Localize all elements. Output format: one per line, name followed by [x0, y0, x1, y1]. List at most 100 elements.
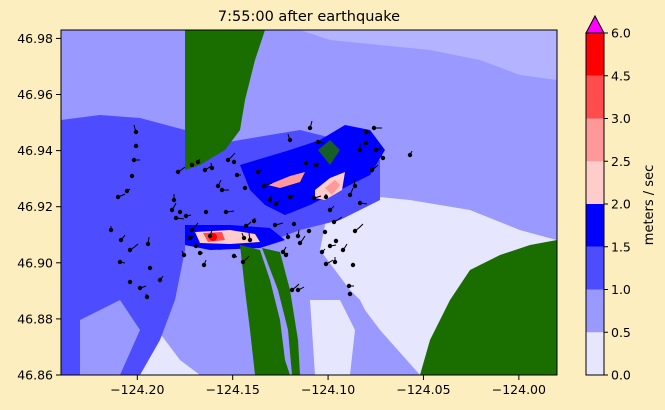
y-tick-label: 46.92 [17, 199, 53, 214]
y-tick-label: 46.86 [17, 368, 53, 383]
colorbar-tick-label: 1.0 [611, 282, 631, 297]
medium-speed-west [61, 115, 185, 375]
tracer-point [137, 285, 143, 291]
tracer-point [169, 207, 175, 213]
tracer-point [303, 160, 309, 166]
tracer-point [287, 194, 293, 200]
tracer-point [352, 183, 358, 189]
lightest-region-north [300, 30, 557, 80]
tracer-point [273, 201, 279, 207]
tracer-point [327, 207, 333, 213]
land-south-spit-b [262, 248, 300, 375]
colorbar-segment [586, 289, 604, 333]
tracer-point [157, 277, 163, 283]
tracer-point [327, 243, 333, 249]
tracer-point [371, 125, 377, 131]
tracer-point [297, 240, 303, 246]
land-east [420, 240, 557, 375]
y-axis: 46.86 46.88 46.90 46.92 46.94 46.96 46.98 [17, 31, 61, 383]
tracer-point [115, 194, 121, 200]
tracer-point [272, 222, 278, 228]
tracer-point [201, 262, 207, 268]
colorbar-tick-label: 6.0 [611, 26, 631, 41]
tracer-point [331, 219, 337, 225]
tracer-point [175, 169, 181, 175]
colorbar-tick-label: 2.5 [611, 154, 631, 169]
tracer-point [203, 209, 209, 215]
tracer-point [340, 247, 346, 253]
tracer-point [223, 209, 229, 215]
tracer-point [147, 265, 153, 271]
tracer-point [283, 252, 289, 258]
colorbar-segment [586, 75, 604, 119]
tracer-point [207, 233, 213, 239]
y-tick-label: 46.90 [17, 255, 53, 270]
tracer-point [307, 125, 313, 131]
tracer-point [193, 243, 199, 249]
hotspot-north [268, 172, 305, 188]
tracer-point [346, 283, 352, 289]
tracer-point [347, 192, 353, 198]
tracer-point [187, 235, 193, 241]
tracer-point [129, 173, 135, 179]
tracer-point [231, 253, 237, 259]
tracer-point [117, 259, 123, 265]
colorbar-tick-label: 0.5 [611, 325, 631, 340]
hotspot-east-b [325, 180, 340, 195]
x-axis: −124.20 −124.15 −124.10 −124.05 −124.00 [110, 375, 546, 397]
tracer-point [124, 188, 130, 194]
colorbar: 0.0 0.5 1.0 1.5 2.0 2.5 3.0 4.5 6.0 meters / sec [585, 14, 657, 383]
tracer-point [225, 157, 231, 163]
tracer-point [380, 155, 386, 161]
colorbar-label: meters / sec [642, 165, 657, 245]
colorbar-segment [586, 161, 604, 204]
tracer-point [315, 139, 321, 145]
colorbar-tick-label: 3.0 [611, 111, 631, 126]
tracer-point [195, 159, 201, 165]
tracer-point [363, 140, 369, 146]
tracer-point [295, 287, 301, 293]
tracer-point [219, 187, 225, 193]
colorbar-segment [586, 332, 604, 375]
x-tick-label: −124.05 [396, 382, 450, 397]
tracer-point [323, 261, 329, 267]
tracer-point [197, 250, 203, 256]
colorbar-tick-label: 4.5 [611, 68, 631, 83]
tracer-point [333, 238, 339, 244]
tracer-point [357, 200, 363, 206]
tracer-point [347, 291, 353, 297]
tracer-point [267, 197, 273, 203]
land-north-spit [185, 30, 265, 170]
tracer-point [332, 259, 338, 265]
colorbar-segment [586, 246, 604, 290]
tracer-point [306, 228, 312, 234]
tracer-point [373, 147, 379, 153]
colorbar-segment [586, 204, 604, 247]
tracer-point [255, 169, 261, 175]
tracer-point [127, 279, 133, 285]
tracer-point [241, 235, 247, 241]
tracer-point [289, 287, 295, 293]
tracer-point [173, 215, 179, 221]
colorbar-segment [586, 118, 604, 162]
tracer-point [234, 172, 240, 178]
x-tick-label: −124.10 [301, 382, 355, 397]
tracer-point [127, 247, 133, 253]
tracer-point [369, 167, 375, 173]
tracer-point [322, 229, 328, 235]
tracer-point [323, 194, 329, 200]
particle-tracers [108, 120, 413, 300]
x-tick-label: −124.00 [492, 382, 546, 397]
tracer-point [247, 237, 253, 243]
tracer-point [133, 129, 139, 135]
plot-frame [60, 29, 558, 376]
tracer-point [202, 167, 208, 173]
y-tick-label: 46.98 [17, 31, 53, 46]
tracer-point [133, 143, 139, 149]
tracer-point [251, 218, 257, 224]
tracer-point [145, 241, 151, 247]
medium-light-shelf [80, 300, 140, 375]
bay-medium-east [360, 140, 557, 240]
tracer-point [287, 137, 293, 143]
